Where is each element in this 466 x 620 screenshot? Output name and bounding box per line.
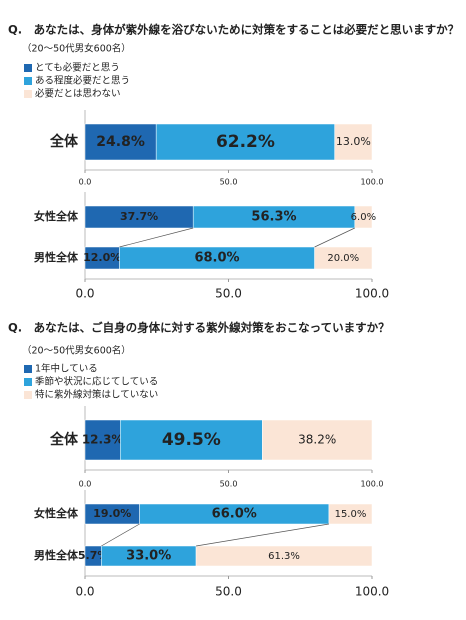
value-label: 15.0% — [335, 509, 367, 520]
value-label: 33.0% — [126, 549, 171, 564]
sample-note: （20～50代男女600名） — [22, 345, 131, 357]
value-label: 37.7% — [120, 210, 158, 223]
x-tick-label: 0.0 — [79, 178, 92, 187]
legend-swatch — [24, 391, 32, 399]
value-label: 12.0% — [83, 251, 121, 264]
category-label: 女性全体 — [34, 506, 79, 520]
bar-segment — [354, 205, 373, 229]
value-label: 13.0% — [336, 135, 371, 148]
value-label: 62.2% — [216, 132, 275, 152]
x-tick-label: 50.0 — [215, 585, 242, 599]
legend-swatch — [24, 77, 32, 85]
legend-label: 必要だとは思わない — [35, 88, 121, 100]
legend-swatch — [24, 365, 32, 373]
x-tick-label: 0.0 — [75, 287, 94, 301]
question-title: Q. あなたは、身体が紫外線を浴びないために対策をすることは必要だと思いますか？ — [8, 23, 459, 37]
legend-swatch — [24, 378, 32, 386]
bar-segment — [262, 419, 373, 461]
x-tick-label: 50.0 — [215, 287, 242, 301]
category-label: 男性全体 — [34, 548, 79, 562]
value-label: 6.0% — [351, 212, 376, 223]
legend-swatch — [24, 90, 32, 98]
category-label: 女性全体 — [34, 209, 79, 223]
value-label: 68.0% — [194, 251, 239, 266]
legend-label: とても必要だと思う — [35, 62, 120, 74]
x-tick-label: 100.0 — [361, 480, 384, 489]
bar-segment — [334, 123, 373, 161]
legend-label: 特に紫外線対策はしていない — [35, 389, 158, 401]
x-tick-label: 50.0 — [220, 480, 238, 489]
value-label: 5.7% — [78, 549, 109, 562]
value-label: 24.8% — [96, 134, 145, 150]
connector-line — [119, 227, 194, 248]
x-tick-label: 100.0 — [355, 287, 389, 301]
x-tick-label: 100.0 — [361, 178, 384, 187]
category-label: 男性全体 — [34, 250, 79, 264]
bar-segment — [84, 123, 157, 161]
x-tick-label: 50.0 — [220, 178, 238, 187]
value-label: 12.3% — [82, 433, 124, 447]
bar-segment — [328, 503, 373, 525]
category-label: 全体 — [49, 431, 79, 448]
bar-segment — [195, 545, 373, 567]
bar-segment — [120, 419, 263, 461]
value-label: 56.3% — [251, 210, 296, 225]
value-label: 49.5% — [162, 430, 221, 450]
bar-segment — [155, 123, 335, 161]
sample-note: （20～50代男女600名） — [22, 43, 131, 55]
value-label: 61.3% — [268, 551, 300, 562]
legend-label: 季節や状況に応じてしている — [35, 376, 158, 388]
legend-swatch — [24, 64, 32, 72]
x-tick-label: 0.0 — [75, 585, 94, 599]
connector-line — [101, 523, 140, 547]
bar-segment — [314, 246, 373, 270]
value-label: 20.0% — [327, 253, 359, 264]
legend-label: ある程度必要だと思う — [35, 75, 130, 87]
question-title: Q. あなたは、ご自身の身体に対する紫外線対策をおこなっていますか？ — [8, 321, 390, 335]
legend-label: 1年中している — [35, 363, 98, 375]
value-label: 38.2% — [298, 433, 336, 447]
value-label: 19.0% — [93, 507, 131, 520]
connector-line — [196, 523, 330, 547]
category-label: 全体 — [49, 133, 79, 150]
value-label: 66.0% — [212, 507, 257, 522]
x-tick-label: 0.0 — [79, 480, 92, 489]
connector-line — [314, 227, 355, 248]
x-tick-label: 100.0 — [355, 585, 389, 599]
